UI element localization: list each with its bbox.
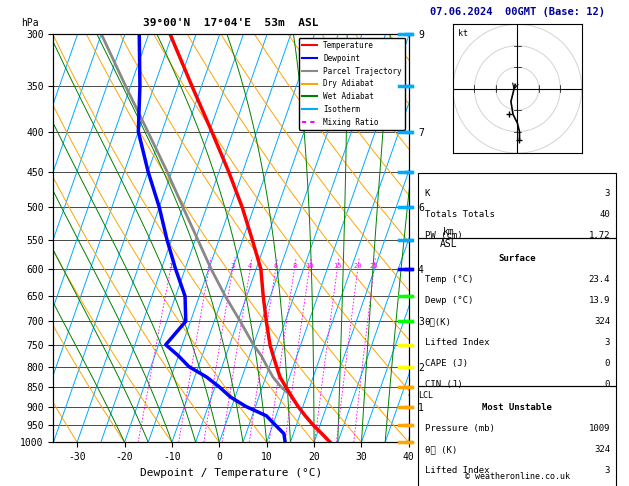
Text: Totals Totals: Totals Totals [425, 210, 494, 219]
Text: CIN (J): CIN (J) [425, 380, 462, 389]
Bar [418, 386, 616, 486]
Text: 1: 1 [169, 263, 173, 269]
Text: 3: 3 [604, 466, 610, 475]
Text: kt: kt [458, 30, 468, 38]
Text: © weatheronline.co.uk: © weatheronline.co.uk [465, 472, 570, 481]
Text: 324: 324 [594, 317, 610, 326]
Y-axis label: km
ASL: km ASL [440, 227, 457, 249]
Text: 2: 2 [207, 263, 211, 269]
Text: PW (cm): PW (cm) [425, 231, 462, 240]
Text: K: K [425, 189, 430, 198]
Text: LCL: LCL [418, 391, 433, 399]
X-axis label: Dewpoint / Temperature (°C): Dewpoint / Temperature (°C) [140, 468, 322, 478]
Text: 3: 3 [604, 338, 610, 347]
Text: 15: 15 [333, 263, 342, 269]
Text: Dewp (°C): Dewp (°C) [425, 296, 473, 305]
Text: hPa: hPa [21, 18, 39, 28]
Text: 25: 25 [370, 263, 378, 269]
Text: Pressure (mb): Pressure (mb) [425, 424, 494, 433]
Text: 6: 6 [274, 263, 278, 269]
Text: Most Unstable: Most Unstable [482, 403, 552, 412]
Text: θᴄ(K): θᴄ(K) [425, 317, 452, 326]
Text: 23.4: 23.4 [589, 275, 610, 284]
Text: CAPE (J): CAPE (J) [425, 359, 467, 368]
Text: Surface: Surface [499, 254, 536, 263]
Text: 07.06.2024  00GMT (Base: 12): 07.06.2024 00GMT (Base: 12) [430, 7, 605, 17]
Text: θᴄ (K): θᴄ (K) [425, 445, 457, 454]
Text: 3: 3 [604, 189, 610, 198]
Text: 1.72: 1.72 [589, 231, 610, 240]
Text: 40: 40 [599, 210, 610, 219]
Text: 20: 20 [353, 263, 362, 269]
Text: 3: 3 [231, 263, 235, 269]
Bar [418, 238, 616, 386]
Text: Lifted Index: Lifted Index [425, 466, 489, 475]
Text: 0: 0 [604, 359, 610, 368]
Text: 1009: 1009 [589, 424, 610, 433]
Text: Temp (°C): Temp (°C) [425, 275, 473, 284]
Bar [418, 173, 616, 238]
Text: 39°00'N  17°04'E  53m  ASL: 39°00'N 17°04'E 53m ASL [143, 18, 319, 28]
Text: 0: 0 [604, 380, 610, 389]
Text: Lifted Index: Lifted Index [425, 338, 489, 347]
Text: 8: 8 [292, 263, 296, 269]
Text: 10: 10 [305, 263, 314, 269]
Text: 4: 4 [248, 263, 252, 269]
Text: 13.9: 13.9 [589, 296, 610, 305]
Text: 324: 324 [594, 445, 610, 454]
Legend: Temperature, Dewpoint, Parcel Trajectory, Dry Adiabat, Wet Adiabat, Isotherm, Mi: Temperature, Dewpoint, Parcel Trajectory… [299, 38, 405, 130]
